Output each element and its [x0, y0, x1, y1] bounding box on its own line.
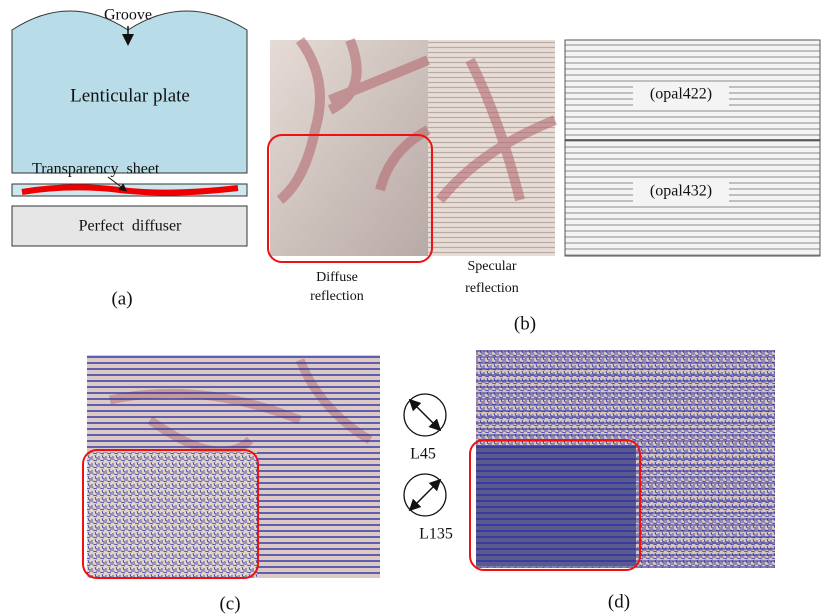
caption: (d) — [608, 591, 630, 612]
panel-a: Groove Lenticular plate Transparency she… — [12, 7, 247, 310]
caption: (c) — [219, 593, 240, 614]
diffuser-label: Perfect diffuser — [79, 218, 182, 235]
caption: (a) — [111, 288, 132, 309]
plate-label: Lenticular plate — [70, 85, 190, 106]
polarizer-label: L135 — [419, 526, 453, 543]
opal-label: (opal422) — [650, 86, 712, 103]
diffuse-label: Diffuse — [316, 270, 358, 285]
panel-b: Diffuse reflection Specular reflection (… — [268, 40, 820, 334]
figure: Groove Lenticular plate Transparency she… — [0, 0, 825, 614]
polarizer-label: L45 — [410, 446, 436, 463]
panel-c: (c) — [83, 355, 380, 614]
specular-label: reflection — [465, 281, 519, 296]
specular-label: Specular — [468, 259, 517, 274]
caption: (b) — [514, 313, 536, 334]
panel-d: (d) — [470, 350, 775, 612]
diffuse-label: reflection — [310, 289, 364, 304]
polarizers: L45 L135 — [404, 394, 453, 543]
opal-label: (opal432) — [650, 183, 712, 200]
groove-label: Groove — [104, 7, 152, 24]
sheet-label: Transparency sheet — [32, 161, 160, 178]
